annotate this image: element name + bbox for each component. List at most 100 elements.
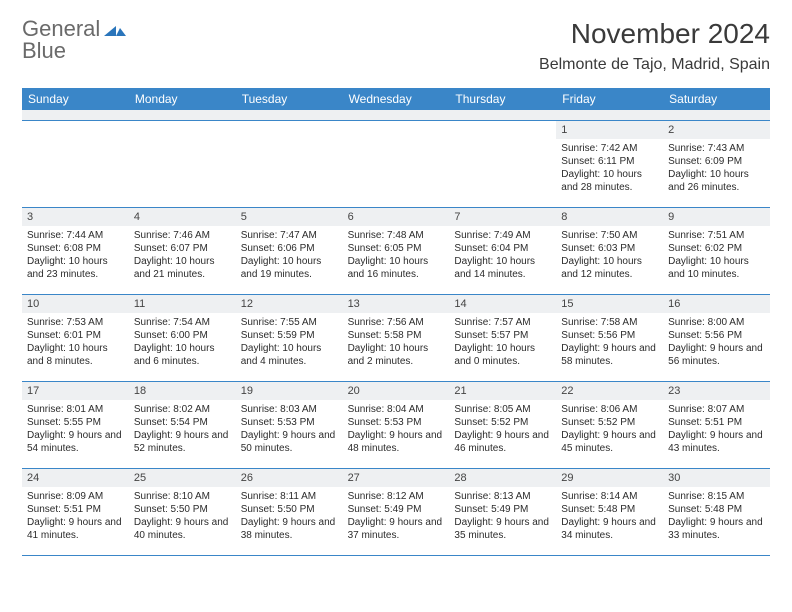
sunrise-text: Sunrise: 7:57 AM xyxy=(454,316,551,329)
daylight-text: Daylight: 9 hours and 54 minutes. xyxy=(27,429,124,455)
day-number: 5 xyxy=(236,208,343,226)
header-spacer xyxy=(22,110,770,120)
daylight-text: Daylight: 9 hours and 45 minutes. xyxy=(561,429,658,455)
cell-body: Sunrise: 7:42 AMSunset: 6:11 PMDaylight:… xyxy=(556,139,663,200)
sunrise-text: Sunrise: 8:01 AM xyxy=(27,403,124,416)
daylight-text: Daylight: 9 hours and 41 minutes. xyxy=(27,516,124,542)
calendar-week: 1Sunrise: 7:42 AMSunset: 6:11 PMDaylight… xyxy=(22,120,770,207)
calendar-week: 10Sunrise: 7:53 AMSunset: 6:01 PMDayligh… xyxy=(22,294,770,381)
cell-body: Sunrise: 7:50 AMSunset: 6:03 PMDaylight:… xyxy=(556,226,663,287)
calendar-cell: 14Sunrise: 7:57 AMSunset: 5:57 PMDayligh… xyxy=(449,295,556,381)
header-row: General Blue November 2024 Belmonte de T… xyxy=(22,18,770,74)
sunrise-text: Sunrise: 7:53 AM xyxy=(27,316,124,329)
daylight-text: Daylight: 10 hours and 16 minutes. xyxy=(348,255,445,281)
daylight-text: Daylight: 10 hours and 14 minutes. xyxy=(454,255,551,281)
day-number: 7 xyxy=(449,208,556,226)
day-number: 9 xyxy=(663,208,770,226)
weekday-label: Thursday xyxy=(449,88,556,110)
sunset-text: Sunset: 5:56 PM xyxy=(561,329,658,342)
calendar-cell: 7Sunrise: 7:49 AMSunset: 6:04 PMDaylight… xyxy=(449,208,556,294)
calendar-cell: 23Sunrise: 8:07 AMSunset: 5:51 PMDayligh… xyxy=(663,382,770,468)
daylight-text: Daylight: 10 hours and 8 minutes. xyxy=(27,342,124,368)
sunrise-text: Sunrise: 8:07 AM xyxy=(668,403,765,416)
day-number: 12 xyxy=(236,295,343,313)
day-number: 11 xyxy=(129,295,236,313)
location-text: Belmonte de Tajo, Madrid, Spain xyxy=(539,56,770,74)
weekday-label: Wednesday xyxy=(343,88,450,110)
daylight-text: Daylight: 10 hours and 23 minutes. xyxy=(27,255,124,281)
daylight-text: Daylight: 10 hours and 2 minutes. xyxy=(348,342,445,368)
sunset-text: Sunset: 5:48 PM xyxy=(561,503,658,516)
logo-mark-icon xyxy=(104,18,126,40)
daylight-text: Daylight: 9 hours and 58 minutes. xyxy=(561,342,658,368)
calendar-cell: 30Sunrise: 8:15 AMSunset: 5:48 PMDayligh… xyxy=(663,469,770,555)
calendar-cell: 19Sunrise: 8:03 AMSunset: 5:53 PMDayligh… xyxy=(236,382,343,468)
logo: General Blue xyxy=(22,18,126,62)
day-number: 24 xyxy=(22,469,129,487)
sunrise-text: Sunrise: 7:48 AM xyxy=(348,229,445,242)
sunset-text: Sunset: 6:03 PM xyxy=(561,242,658,255)
day-number: 26 xyxy=(236,469,343,487)
sunrise-text: Sunrise: 7:56 AM xyxy=(348,316,445,329)
calendar-cell: 28Sunrise: 8:13 AMSunset: 5:49 PMDayligh… xyxy=(449,469,556,555)
calendar-cell: 10Sunrise: 7:53 AMSunset: 6:01 PMDayligh… xyxy=(22,295,129,381)
daylight-text: Daylight: 9 hours and 56 minutes. xyxy=(668,342,765,368)
sunrise-text: Sunrise: 8:05 AM xyxy=(454,403,551,416)
day-number: 25 xyxy=(129,469,236,487)
calendar-cell: 15Sunrise: 7:58 AMSunset: 5:56 PMDayligh… xyxy=(556,295,663,381)
calendar-cell: 25Sunrise: 8:10 AMSunset: 5:50 PMDayligh… xyxy=(129,469,236,555)
daylight-text: Daylight: 10 hours and 26 minutes. xyxy=(668,168,765,194)
cell-body: Sunrise: 8:15 AMSunset: 5:48 PMDaylight:… xyxy=(663,487,770,548)
sunrise-text: Sunrise: 7:43 AM xyxy=(668,142,765,155)
calendar-cell: 11Sunrise: 7:54 AMSunset: 6:00 PMDayligh… xyxy=(129,295,236,381)
calendar-page: General Blue November 2024 Belmonte de T… xyxy=(0,0,792,574)
weekday-label: Friday xyxy=(556,88,663,110)
day-number: 20 xyxy=(343,382,450,400)
calendar-cell: 1Sunrise: 7:42 AMSunset: 6:11 PMDaylight… xyxy=(556,121,663,207)
cell-body: Sunrise: 7:47 AMSunset: 6:06 PMDaylight:… xyxy=(236,226,343,287)
sunset-text: Sunset: 6:07 PM xyxy=(134,242,231,255)
sunset-text: Sunset: 5:55 PM xyxy=(27,416,124,429)
day-number: 3 xyxy=(22,208,129,226)
calendar-cell-empty xyxy=(236,121,343,207)
calendar-cell: 6Sunrise: 7:48 AMSunset: 6:05 PMDaylight… xyxy=(343,208,450,294)
cell-body: Sunrise: 8:06 AMSunset: 5:52 PMDaylight:… xyxy=(556,400,663,461)
calendar-cell: 22Sunrise: 8:06 AMSunset: 5:52 PMDayligh… xyxy=(556,382,663,468)
sunset-text: Sunset: 5:54 PM xyxy=(134,416,231,429)
weekday-label: Sunday xyxy=(22,88,129,110)
cell-body: Sunrise: 8:11 AMSunset: 5:50 PMDaylight:… xyxy=(236,487,343,548)
weekday-label: Saturday xyxy=(663,88,770,110)
day-number: 22 xyxy=(556,382,663,400)
calendar-cell: 4Sunrise: 7:46 AMSunset: 6:07 PMDaylight… xyxy=(129,208,236,294)
sunrise-text: Sunrise: 8:06 AM xyxy=(561,403,658,416)
cell-body: Sunrise: 7:57 AMSunset: 5:57 PMDaylight:… xyxy=(449,313,556,374)
day-number: 10 xyxy=(22,295,129,313)
sunrise-text: Sunrise: 8:12 AM xyxy=(348,490,445,503)
daylight-text: Daylight: 9 hours and 48 minutes. xyxy=(348,429,445,455)
sunset-text: Sunset: 5:49 PM xyxy=(348,503,445,516)
calendar-cell-empty xyxy=(129,121,236,207)
cell-body: Sunrise: 8:14 AMSunset: 5:48 PMDaylight:… xyxy=(556,487,663,548)
calendar-cell: 21Sunrise: 8:05 AMSunset: 5:52 PMDayligh… xyxy=(449,382,556,468)
calendar-week: 17Sunrise: 8:01 AMSunset: 5:55 PMDayligh… xyxy=(22,381,770,468)
calendar-cell: 13Sunrise: 7:56 AMSunset: 5:58 PMDayligh… xyxy=(343,295,450,381)
calendar-cell: 20Sunrise: 8:04 AMSunset: 5:53 PMDayligh… xyxy=(343,382,450,468)
logo-text-block: General Blue xyxy=(22,18,126,62)
sunrise-text: Sunrise: 8:14 AM xyxy=(561,490,658,503)
cell-body: Sunrise: 8:09 AMSunset: 5:51 PMDaylight:… xyxy=(22,487,129,548)
sunset-text: Sunset: 6:11 PM xyxy=(561,155,658,168)
cell-body: Sunrise: 7:58 AMSunset: 5:56 PMDaylight:… xyxy=(556,313,663,374)
daylight-text: Daylight: 10 hours and 4 minutes. xyxy=(241,342,338,368)
day-number: 17 xyxy=(22,382,129,400)
day-number: 2 xyxy=(663,121,770,139)
sunrise-text: Sunrise: 7:47 AM xyxy=(241,229,338,242)
cell-body: Sunrise: 7:48 AMSunset: 6:05 PMDaylight:… xyxy=(343,226,450,287)
calendar-cell: 26Sunrise: 8:11 AMSunset: 5:50 PMDayligh… xyxy=(236,469,343,555)
calendar-cell: 27Sunrise: 8:12 AMSunset: 5:49 PMDayligh… xyxy=(343,469,450,555)
sunset-text: Sunset: 5:52 PM xyxy=(454,416,551,429)
sunset-text: Sunset: 6:02 PM xyxy=(668,242,765,255)
month-title: November 2024 xyxy=(539,18,770,50)
daylight-text: Daylight: 9 hours and 50 minutes. xyxy=(241,429,338,455)
sunset-text: Sunset: 5:50 PM xyxy=(241,503,338,516)
sunrise-text: Sunrise: 7:55 AM xyxy=(241,316,338,329)
